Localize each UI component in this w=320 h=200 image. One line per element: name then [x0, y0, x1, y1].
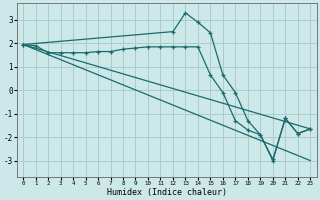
X-axis label: Humidex (Indice chaleur): Humidex (Indice chaleur)	[107, 188, 227, 197]
